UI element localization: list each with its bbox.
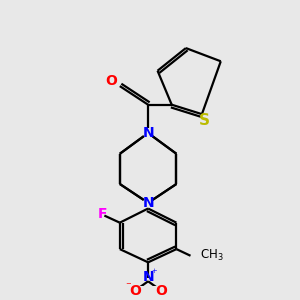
Text: CH$_3$: CH$_3$ bbox=[200, 248, 224, 263]
Text: O: O bbox=[129, 284, 141, 298]
Text: N: N bbox=[142, 126, 154, 140]
Text: O: O bbox=[155, 284, 167, 298]
Text: $^-$: $^-$ bbox=[124, 281, 132, 291]
Text: N: N bbox=[142, 196, 154, 210]
Text: $^+$: $^+$ bbox=[150, 268, 158, 278]
Text: O: O bbox=[106, 74, 118, 88]
Text: N: N bbox=[142, 270, 154, 284]
Text: F: F bbox=[98, 207, 108, 221]
Text: S: S bbox=[199, 113, 210, 128]
